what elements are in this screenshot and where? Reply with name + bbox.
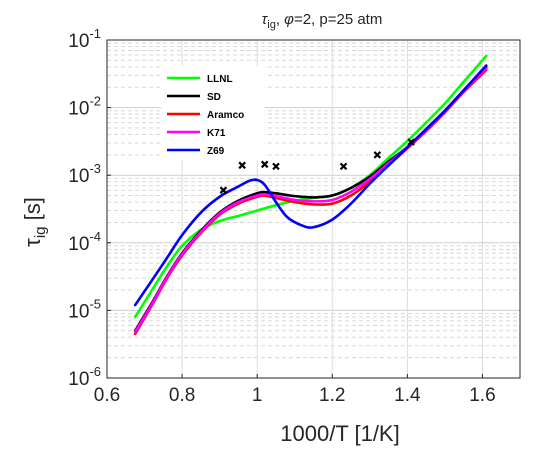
title-rest: =2, p=25 atm [294,11,382,28]
plot-area [106,39,521,379]
axis-ticks: 0.6 0.8 1 1.2 1.4 1.6 10-6 10-5 10-4 10-3 10-2 10-1 [68,26,495,406]
data-marker [272,162,280,171]
legend-label-aramco: Aramco [207,110,244,121]
y-label-subscript: ig [32,226,49,238]
y-tick-label: 10-3 [68,161,101,187]
title-tau: τ [262,11,269,28]
x-tick-label: 0.6 [94,385,120,406]
data-marker [339,162,348,171]
title-phi: φ [284,11,294,28]
x-tick-label: 1.6 [469,385,495,406]
y-label-unit: [s] [20,197,45,226]
y-axis-label: τig [s] [20,197,49,247]
series-z69-line [133,64,488,307]
data-marker [373,151,382,159]
legend: LLNL SD Aramco K71 Z69 [161,65,265,161]
y-tick-label: 10-5 [68,296,101,322]
y-tick-label: 10-4 [68,229,101,255]
data-marker [260,160,269,169]
x-tick-label: 1.4 [394,385,421,406]
legend-label-llnl: LLNL [207,74,233,85]
legend-label-sd: SD [207,92,221,103]
y-tick-label: 10-6 [68,364,101,390]
legend-label-z69: Z69 [207,146,225,157]
title-separator: , [276,11,284,28]
y-tick-label: 10-1 [68,26,101,52]
chart-title: τig, φ=2, p=25 atm [262,11,383,31]
legend-label-k71: K71 [207,128,226,139]
series-group [133,54,488,336]
x-axis-label: 1000/T [1/K] [280,421,399,446]
x-tick-label: 0.8 [169,385,195,406]
series-llnl-line [133,54,488,319]
y-label-tau: τ [20,238,45,247]
x-tick-label: 1.2 [319,385,345,406]
title-tau-subscript: ig [267,19,276,31]
data-marker [238,161,246,170]
experimental-markers [219,138,415,194]
data-marker [219,186,228,194]
y-tick-label: 10-2 [68,94,101,120]
x-tick-label: 1 [252,385,263,406]
data-marker [407,138,415,146]
